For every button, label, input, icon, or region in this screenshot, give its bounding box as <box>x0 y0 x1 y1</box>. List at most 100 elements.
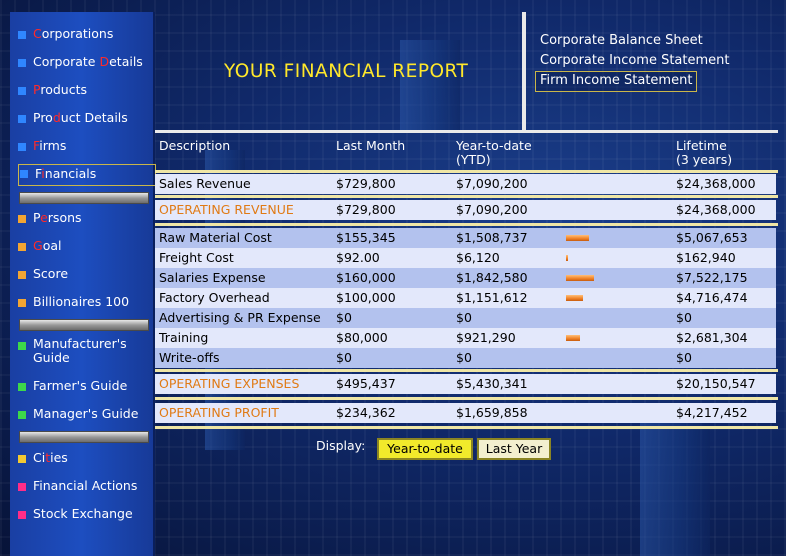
sidebar-item-label: Farmer's Guide <box>33 378 128 393</box>
expense-share-bar <box>566 255 568 261</box>
cell-ytd: $1,659,858 <box>456 405 528 420</box>
square-bullet-icon <box>18 383 26 391</box>
sidebar-item-products[interactable]: Products <box>18 82 150 104</box>
header-rule <box>155 130 778 133</box>
cell-lifetime: $5,067,653 <box>676 230 748 245</box>
cell-description: OPERATING REVENUE <box>159 202 294 217</box>
cell-description: Raw Material Cost <box>159 230 272 245</box>
sidebar-item-label: Firms <box>33 138 67 153</box>
background-tower <box>640 420 710 556</box>
cell-last-month: $729,800 <box>336 176 396 191</box>
cell-description: Sales Revenue <box>159 176 251 191</box>
table-row-operating-profit: OPERATING PROFIT $234,362 $1,659,858 $4,… <box>155 403 776 423</box>
square-bullet-icon <box>18 411 26 419</box>
square-bullet-icon <box>18 87 26 95</box>
sidebar-item-financials[interactable]: Financials <box>18 164 156 186</box>
cell-last-month: $160,000 <box>336 270 396 285</box>
table-divider <box>155 426 778 429</box>
cell-lifetime: $4,716,474 <box>676 290 748 305</box>
square-bullet-icon <box>18 511 26 519</box>
square-bullet-icon <box>18 143 26 151</box>
square-bullet-icon <box>18 483 26 491</box>
sidebar-item-label: Goal <box>33 238 62 253</box>
link-corporate-balance-sheet[interactable]: Corporate Balance Sheet <box>540 33 703 48</box>
sidebar-item-corporations[interactable]: Corporations <box>18 26 150 48</box>
sidebar-item-cities[interactable]: Cities <box>18 450 150 472</box>
sidebar-item-label: Financial Actions <box>33 478 138 493</box>
expense-share-bar <box>566 335 580 341</box>
cell-ytd: $7,090,200 <box>456 176 528 191</box>
sidebar-item-corporate-details[interactable]: Corporate Details <box>18 54 150 76</box>
cell-description: Factory Overhead <box>159 290 270 305</box>
table-divider <box>155 397 778 400</box>
cell-description: Write-offs <box>159 350 220 365</box>
square-bullet-icon <box>18 115 26 123</box>
report-header: YOUR FINANCIAL REPORT <box>155 12 522 130</box>
cell-lifetime: $24,368,000 <box>676 202 756 217</box>
link-firm-income-statement[interactable]: Firm Income Statement <box>535 71 698 92</box>
cell-ytd: $921,290 <box>456 330 516 345</box>
display-last-year-button[interactable]: Last Year <box>477 438 551 460</box>
sidebar-item-label: Manager's Guide <box>33 406 139 421</box>
sidebar-item-persons[interactable]: Persons <box>18 210 150 232</box>
square-bullet-icon <box>20 170 28 178</box>
table-row-expense: Training $80,000 $921,290 $2,681,304 <box>155 328 776 348</box>
table-divider <box>155 223 778 226</box>
sidebar-item-stock-exchange[interactable]: Stock Exchange <box>18 506 150 528</box>
column-header-description: Description <box>159 138 231 153</box>
background-tower <box>400 40 460 130</box>
cell-ytd: $1,842,580 <box>456 270 528 285</box>
cell-last-month: $0 <box>336 310 352 325</box>
table-divider <box>155 369 778 372</box>
sidebar-item-label: Financials <box>35 166 97 181</box>
cell-ytd: $7,090,200 <box>456 202 528 217</box>
display-year-to-date-button[interactable]: Year-to-date <box>377 438 473 460</box>
cell-ytd: $0 <box>456 310 472 325</box>
table-row-operating-expenses: OPERATING EXPENSES $495,437 $5,430,341 $… <box>155 374 776 394</box>
cell-ytd: $1,508,737 <box>456 230 528 245</box>
table-divider <box>155 195 778 198</box>
sidebar-item-label: Manufacturer's Guide <box>33 336 127 365</box>
sidebar-item-financial-actions[interactable]: Financial Actions <box>18 478 150 500</box>
column-header-last-month: Last Month <box>336 138 406 153</box>
cell-lifetime: $7,522,175 <box>676 270 748 285</box>
cell-last-month: $80,000 <box>336 330 388 345</box>
menu-separator <box>19 192 149 204</box>
cell-last-month: $729,800 <box>336 202 396 217</box>
square-bullet-icon <box>18 215 26 223</box>
sidebar-item-managers-guide[interactable]: Manager's Guide <box>18 406 150 428</box>
cell-description: Training <box>159 330 209 345</box>
column-header-lifetime: Lifetime (3 years) <box>676 138 733 167</box>
cell-description: OPERATING PROFIT <box>159 405 279 420</box>
menu-separator <box>19 431 149 443</box>
sidebar-item-firms[interactable]: Firms <box>18 138 150 160</box>
link-corporate-income-statement[interactable]: Corporate Income Statement <box>540 53 730 68</box>
page-title: YOUR FINANCIAL REPORT <box>224 61 469 82</box>
sidebar-item-score[interactable]: Score <box>18 266 150 288</box>
sidebar-item-label: Billionaires 100 <box>33 294 130 309</box>
table-row-expense: Factory Overhead $100,000 $1,151,612 $4,… <box>155 288 776 308</box>
cell-last-month: $100,000 <box>336 290 396 305</box>
sidebar-item-label: Stock Exchange <box>33 506 133 521</box>
cell-description: Advertising & PR Expense <box>159 310 321 325</box>
sidebar-item-farmers-guide[interactable]: Farmer's Guide <box>18 378 150 400</box>
square-bullet-icon <box>18 59 26 67</box>
cell-last-month: $234,362 <box>336 405 396 420</box>
sidebar-item-label: Product Details <box>33 110 128 125</box>
sidebar-item-manufacturers-guide[interactable]: Manufacturer's Guide <box>18 337 150 367</box>
cell-description: Salaries Expense <box>159 270 266 285</box>
table-divider <box>155 170 778 173</box>
cell-ytd: $0 <box>456 350 472 365</box>
square-bullet-icon <box>18 342 26 350</box>
sidebar-item-product-details[interactable]: Product Details <box>18 110 150 132</box>
report-selector: Corporate Balance Sheet Corporate Income… <box>528 12 778 130</box>
table-row-expense: Advertising & PR Expense $0 $0 $0 <box>155 308 776 328</box>
table-header: Description Last Month Year-to-date (YTD)… <box>155 134 778 170</box>
sidebar-item-goal[interactable]: Goal <box>18 238 150 260</box>
table-row-expense: Write-offs $0 $0 $0 <box>155 348 776 368</box>
sidebar-item-label: Products <box>33 82 87 97</box>
menu-separator <box>19 319 149 331</box>
expense-share-bar <box>566 275 594 281</box>
cell-lifetime: $20,150,547 <box>676 376 756 391</box>
sidebar-item-billionaires-100[interactable]: Billionaires 100 <box>18 294 150 316</box>
